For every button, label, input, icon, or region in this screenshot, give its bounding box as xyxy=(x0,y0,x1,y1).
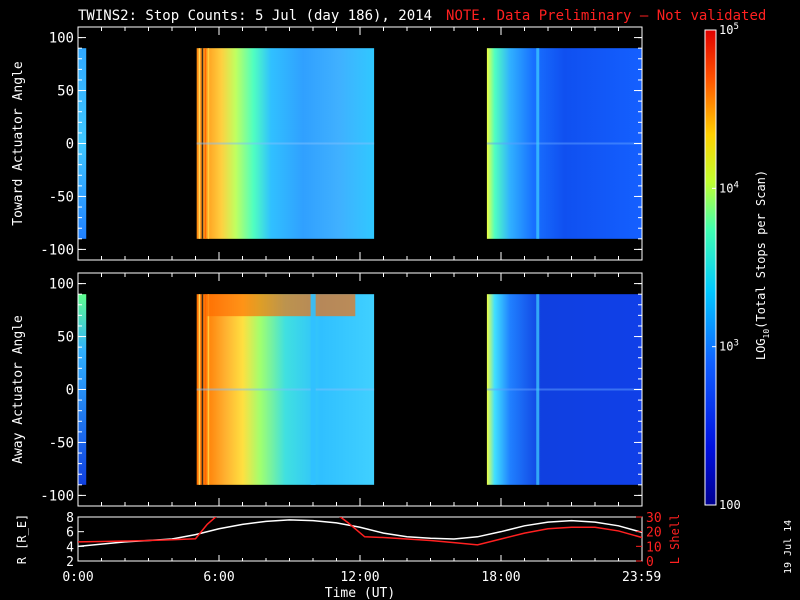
chart-title: TWINS2: Stop Counts: 5 Jul (day 186), 20… xyxy=(78,8,433,24)
ephemeris-ylabel: R [R_E] xyxy=(15,514,29,565)
xtick-label: 18:00 xyxy=(481,570,520,585)
away-ylabel: Away Actuator Angle xyxy=(11,315,26,464)
ephemeris-ytick-label: 2 xyxy=(66,555,74,570)
away-ytick-label: 100 xyxy=(49,277,74,293)
xtick-label: 12:00 xyxy=(340,570,379,585)
colorbar-tick-label: 100 xyxy=(719,498,741,512)
away-ytick-label: 0 xyxy=(66,383,74,399)
toward-ylabel: Toward Actuator Angle xyxy=(11,61,26,226)
colorbar xyxy=(704,29,717,506)
x-axis-label: Time (UT) xyxy=(325,586,395,600)
ephemeris-ytick-right-label: 20 xyxy=(646,526,662,541)
colorbar-tick-label: 104 xyxy=(719,180,739,195)
toward-ytick-label: 100 xyxy=(49,31,74,47)
xtick-label: 6:00 xyxy=(203,570,234,585)
toward-ytick-label: 0 xyxy=(66,137,74,153)
ephemeris-ytick-label: 4 xyxy=(66,540,74,555)
ephemeris-ytick-right-label: 0 xyxy=(646,555,654,570)
xtick-label: 23:59 xyxy=(622,570,661,585)
ephemeris-ytick-right-label: 30 xyxy=(646,511,662,526)
ephemeris-ytick-right-label: 10 xyxy=(646,540,662,555)
away-cyan-streak xyxy=(310,294,316,485)
date-stamp: 19 Jul 14 xyxy=(783,519,794,574)
colorbar-tick-exponent: 4 xyxy=(733,180,738,190)
ephemeris-ytick-label: 8 xyxy=(66,511,74,526)
ephemeris-ytick-label: 6 xyxy=(66,526,74,541)
toward-streak xyxy=(536,48,540,239)
colorbar-tick-exponent: 3 xyxy=(733,339,738,349)
away-streak xyxy=(536,294,540,485)
ephemeris-line-l-shell xyxy=(78,517,642,546)
away-ytick-label: -50 xyxy=(49,435,74,451)
ephemeris-ylabel-right: L Shell xyxy=(668,514,682,565)
chart-title-row: TWINS2: Stop Counts: 5 Jul (day 186), 20… xyxy=(78,8,766,24)
away-ytick-label: 50 xyxy=(57,330,74,346)
away-hot-band xyxy=(206,294,356,317)
toward-ytick-label: 50 xyxy=(57,84,74,100)
toward-ytick-label: -100 xyxy=(40,242,74,258)
colorbar-label-subscript: 10 xyxy=(762,329,771,339)
toward-ytick-label: -50 xyxy=(49,189,74,205)
colorbar-tick-exponent: 5 xyxy=(733,22,738,32)
colorbar-label: LOG10(Total Stops per Scan) xyxy=(754,170,771,360)
colorbar-label-rest: (Total Stops per Scan) xyxy=(754,170,768,329)
away-ytick-label: -100 xyxy=(40,488,74,504)
xtick-label: 0:00 xyxy=(62,570,93,585)
colorbar-tick-label: 105 xyxy=(719,22,739,37)
preliminary-note: NOTE. Data Preliminary – Not validated xyxy=(446,8,767,24)
colorbar-tick-label: 103 xyxy=(719,339,739,354)
